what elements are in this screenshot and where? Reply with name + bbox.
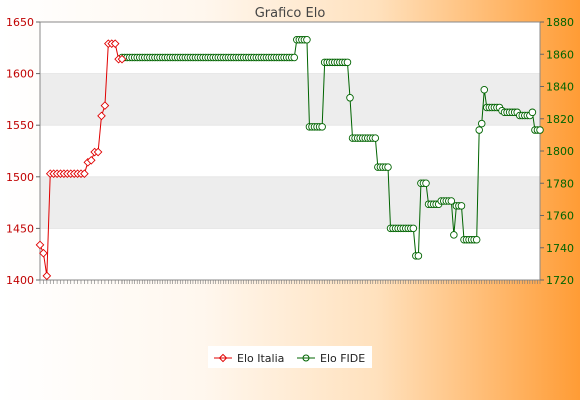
legend: Elo Italia Elo FIDE: [208, 346, 372, 368]
left-tick-label: 1500: [6, 171, 34, 184]
left-tick-label: 1400: [6, 274, 34, 287]
grid-band: [40, 73, 540, 126]
italia-point: [93, 147, 103, 157]
x-tick-marks: [39, 280, 541, 284]
left-tick-label: 1600: [6, 68, 34, 81]
fide-point: [346, 94, 354, 102]
italia-point: [80, 169, 89, 179]
fide-point: [290, 53, 299, 62]
italia-point: [117, 54, 127, 64]
legend-fide-marker: [302, 354, 310, 362]
fide-point: [422, 179, 430, 187]
legend-italia-marker: [218, 353, 228, 363]
italia-point: [42, 271, 52, 281]
series-layer: [35, 35, 544, 281]
right-tick-label: 1780: [546, 177, 574, 190]
legend-italia-label: Elo Italia: [237, 352, 284, 365]
fide-point: [528, 108, 537, 117]
fide-point: [343, 58, 352, 67]
right-tick-label: 1740: [546, 242, 574, 255]
fide-point: [414, 252, 423, 260]
fide-point: [450, 231, 458, 239]
legend-fide-label: Elo FIDE: [320, 352, 365, 365]
italia-point: [100, 101, 110, 110]
right-tick-label: 1820: [546, 113, 574, 126]
fide-point: [480, 85, 489, 94]
italia-point: [35, 240, 45, 250]
fide-point: [318, 123, 326, 131]
right-tick-label: 1760: [546, 210, 574, 223]
fide-point: [475, 126, 483, 134]
right-tick-label: 1860: [546, 48, 574, 61]
legend-box: [208, 346, 372, 368]
right-tick-label: 1720: [546, 274, 574, 287]
right-tick-label: 1880: [546, 16, 574, 29]
grid-bands: [40, 73, 540, 281]
italia-point: [86, 155, 96, 165]
italia-point: [39, 248, 48, 258]
axes: 1400 1450 1500 1550 1600 1650 1720 1740 1760 1780…: [6, 16, 574, 287]
fide-point: [371, 134, 380, 142]
fide-point: [477, 119, 486, 128]
left-tick-label: 1450: [6, 222, 34, 235]
fide-point: [409, 224, 418, 233]
fide-point: [457, 202, 466, 210]
right-tick-label: 1800: [546, 145, 574, 158]
fide-point: [447, 197, 456, 205]
left-tick-label: 1650: [6, 16, 34, 29]
right-tick-label: 1840: [546, 81, 574, 94]
chart-title: Grafico Elo: [255, 6, 326, 21]
left-tick-label: 1550: [6, 119, 34, 132]
fide-point: [472, 235, 481, 244]
fide-point: [536, 126, 544, 134]
fide-point: [303, 35, 311, 44]
grid-band: [40, 176, 540, 229]
italia-point: [97, 111, 106, 121]
italia-point: [110, 39, 120, 48]
fide-point: [384, 163, 392, 171]
